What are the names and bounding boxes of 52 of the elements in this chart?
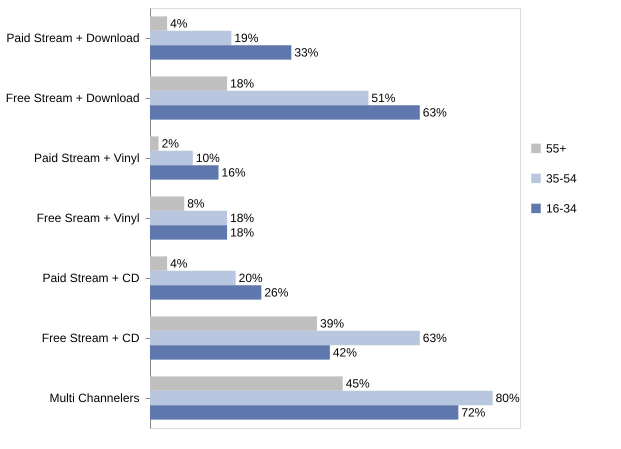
data-label: 45% <box>346 376 370 391</box>
y-tick-label: Free Sream + Vinyl <box>36 211 140 225</box>
data-label: 19% <box>234 31 259 45</box>
bar <box>150 45 292 60</box>
y-tick-label: Paid Stream + Download <box>6 31 140 45</box>
data-label: 33% <box>294 45 319 60</box>
bar <box>150 285 262 300</box>
y-tick-label: Paid Stream + CD <box>42 271 140 285</box>
data-label: 4% <box>170 16 188 31</box>
data-label: 26% <box>264 285 289 300</box>
data-label: 2% <box>162 136 180 151</box>
bar <box>150 270 236 286</box>
data-label: 10% <box>196 151 220 165</box>
y-tick-label: Multi Channelers <box>49 391 140 405</box>
bar <box>150 345 330 360</box>
legend-label: 55+ <box>546 141 566 156</box>
y-tick-label: Paid Stream + Vinyl <box>34 151 140 165</box>
legend-label: 35-54 <box>546 171 578 186</box>
bar <box>150 376 343 391</box>
data-label: 42% <box>332 345 358 360</box>
data-label: 63% <box>422 331 448 345</box>
bar <box>150 16 168 31</box>
bar <box>150 196 184 211</box>
bar <box>150 330 420 346</box>
data-label: 18% <box>230 211 254 225</box>
data-label: 18% <box>230 76 254 91</box>
bar <box>150 225 228 240</box>
legend-label: 16-34 <box>546 201 578 216</box>
data-label: 8% <box>187 196 205 211</box>
bar <box>150 390 493 406</box>
bar <box>150 256 168 271</box>
bar <box>150 76 228 91</box>
bar <box>150 150 193 166</box>
y-tick-label: Free Stream + Download <box>6 91 140 105</box>
bar <box>150 316 318 331</box>
bar <box>150 30 232 46</box>
bar <box>150 405 458 420</box>
bar <box>150 210 228 226</box>
data-label: 16% <box>222 165 246 180</box>
data-label: 72% <box>461 405 486 420</box>
data-label: 20% <box>238 271 263 285</box>
bar <box>150 90 368 106</box>
bar <box>150 105 420 120</box>
data-label: 63% <box>422 105 448 120</box>
y-tick-label: Free Stream + CD <box>42 331 140 345</box>
bar <box>150 165 219 180</box>
data-label: 39% <box>320 316 344 331</box>
data-label: 18% <box>230 225 254 240</box>
data-label: 80% <box>496 391 520 405</box>
bar <box>150 136 159 151</box>
data-label: 4% <box>170 256 188 271</box>
data-label: 51% <box>371 91 396 105</box>
